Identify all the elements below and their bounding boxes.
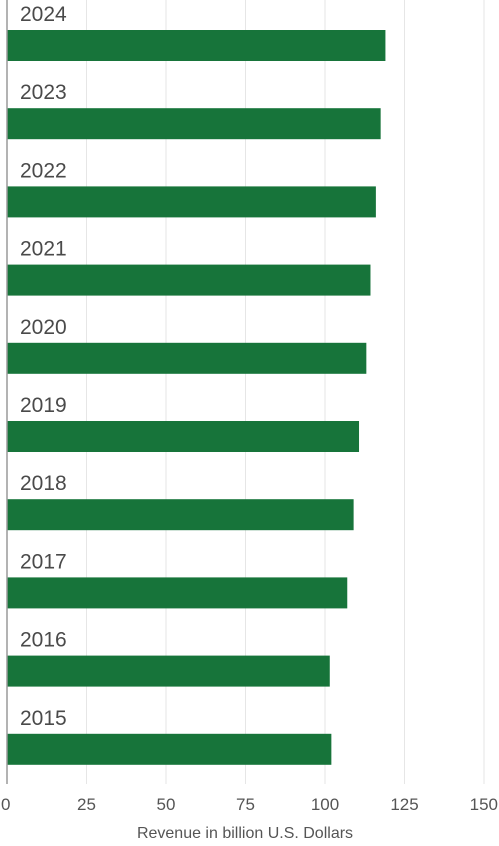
bar-2015 bbox=[7, 733, 332, 765]
category-label-2018: 2018 bbox=[20, 472, 67, 495]
bar-2019 bbox=[7, 421, 360, 452]
bar-2020 bbox=[7, 342, 367, 374]
category-label-2022: 2022 bbox=[20, 159, 67, 182]
category-label-2016: 2016 bbox=[20, 629, 67, 652]
bar-2017 bbox=[7, 577, 348, 609]
x-tick-label: 100 bbox=[311, 795, 339, 814]
x-tick-label: 125 bbox=[390, 795, 418, 814]
x-tick-label: 75 bbox=[236, 795, 255, 814]
category-label-2023: 2023 bbox=[20, 81, 67, 104]
bar-2018 bbox=[7, 499, 354, 531]
bar-2023 bbox=[7, 108, 381, 140]
category-label-2015: 2015 bbox=[20, 707, 67, 730]
bar-2021 bbox=[7, 264, 371, 296]
bars bbox=[7, 30, 386, 765]
category-label-2019: 2019 bbox=[20, 394, 67, 417]
x-tick-label: 25 bbox=[77, 795, 96, 814]
x-tick-label: 0 bbox=[1, 795, 10, 814]
category-label-2020: 2020 bbox=[20, 316, 67, 339]
x-tick-labels: 0 25 50 75 100 125 150 bbox=[1, 795, 498, 814]
bar-2022 bbox=[7, 186, 376, 218]
category-label-2017: 2017 bbox=[20, 550, 67, 573]
bar-2024 bbox=[7, 30, 386, 61]
x-tick-label: 50 bbox=[157, 795, 176, 814]
category-label-2021: 2021 bbox=[20, 238, 67, 261]
x-axis-title: Revenue in billion U.S. Dollars bbox=[137, 825, 353, 842]
category-label-2024: 2024 bbox=[20, 3, 67, 26]
x-tick-label: 150 bbox=[470, 795, 498, 814]
category-labels: 2024 2023 2022 2021 2020 2019 2018 2017 2016 2015 bbox=[20, 3, 67, 730]
bar-2016 bbox=[7, 655, 330, 687]
